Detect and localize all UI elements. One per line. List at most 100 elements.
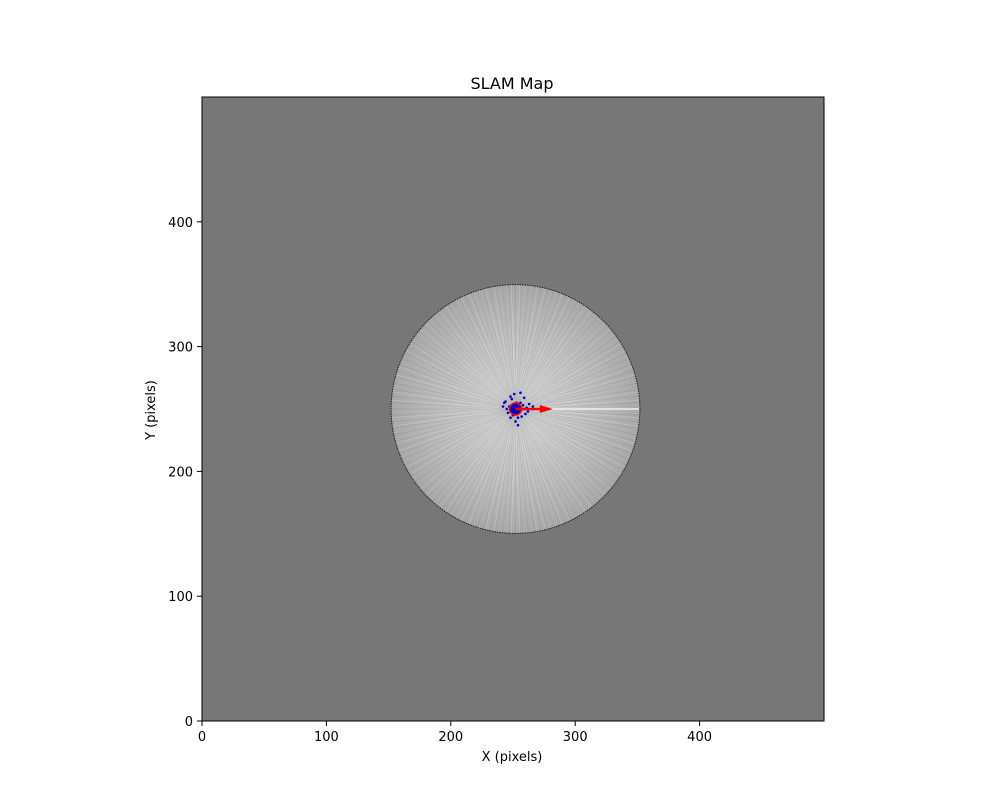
- particle: [501, 405, 505, 408]
- lidar-ray: [515, 408, 618, 481]
- lidar-ray: [515, 308, 589, 410]
- lidar-ray: [515, 408, 603, 499]
- lidar-ray: [411, 408, 516, 477]
- lidar-ray: [472, 292, 516, 410]
- lidar-ray: [515, 408, 640, 423]
- lidar-ray: [470, 408, 516, 526]
- lidar-ray: [515, 374, 636, 410]
- lidar-ray: [515, 352, 627, 410]
- lidar-ray: [417, 332, 516, 410]
- lidar-ray: [495, 286, 516, 410]
- lidar-ray: [515, 294, 565, 410]
- lidar-ray: [466, 294, 516, 410]
- lidar-ray: [515, 408, 611, 490]
- lidar-ray: [515, 288, 546, 410]
- robot-heading-arrow: [515, 405, 553, 413]
- lidar-ray: [515, 408, 609, 493]
- lidar-ray: [391, 408, 516, 416]
- lidar-ray: [407, 346, 516, 410]
- lidar-ray: [515, 286, 538, 410]
- lidar-ray: [515, 285, 527, 410]
- lidar-ray: [515, 295, 567, 410]
- particle: [516, 416, 520, 420]
- particle: [519, 391, 522, 395]
- lidar-ray: [504, 408, 516, 533]
- lidar-ray: [515, 408, 561, 526]
- lidar-ray: [515, 408, 540, 532]
- lidar-ray: [500, 408, 516, 533]
- lidar-ray: [445, 305, 516, 410]
- lidar-ray: [515, 304, 584, 410]
- lidar-ray: [411, 341, 516, 410]
- lidar-ray: [515, 408, 636, 444]
- lidar-ray: [515, 286, 536, 410]
- lidar-ray: [406, 348, 516, 410]
- lidar-ray: [443, 408, 516, 512]
- lidar-ray: [460, 297, 516, 410]
- lidar-ray: [401, 408, 516, 460]
- lidar-ray: [515, 312, 594, 410]
- lidar-ray: [513, 408, 516, 534]
- lidar-ray: [515, 356, 629, 410]
- lidar-ray: [515, 408, 630, 460]
- lidar-ray: [515, 408, 617, 483]
- lidar-ray: [414, 335, 516, 410]
- lidar-ray: [515, 301, 578, 410]
- lidar-ray: [508, 408, 516, 534]
- lidar-ray: [515, 302, 580, 410]
- lidar-ray: [391, 408, 516, 421]
- lidar-ray: [515, 346, 624, 410]
- lidar-ray: [513, 284, 516, 410]
- lidar-ray: [456, 299, 516, 410]
- lidar-ray: [391, 404, 516, 410]
- lidar-ray: [405, 408, 516, 468]
- lidar-ray: [515, 310, 593, 410]
- lidar-ray: [460, 408, 516, 521]
- y-axis-ticks: 0 100 200 300 400: [168, 216, 202, 730]
- lidar-ray: [515, 408, 639, 431]
- lidar-ray: [515, 330, 613, 410]
- lidar-ray: [515, 408, 586, 513]
- lidar-ray: [420, 408, 516, 490]
- lidar-ray: [515, 389, 639, 410]
- lidar-ray: [515, 385, 638, 410]
- lidar-ray: [430, 408, 516, 501]
- lidar-ray: [466, 408, 516, 524]
- lidar-ray: [515, 408, 634, 448]
- lidar-ray: [405, 350, 516, 410]
- lidar-ray: [391, 408, 516, 423]
- lidar-ray: [391, 408, 516, 418]
- lidar-ray: [515, 408, 536, 532]
- lidar-ray: [458, 408, 516, 520]
- lidar-ray: [515, 309, 591, 410]
- particle: [522, 396, 526, 400]
- lidar-ray: [515, 408, 635, 446]
- lidar-ray: [454, 408, 516, 518]
- lidar-ray: [391, 406, 516, 410]
- lidar-ray: [515, 339, 619, 410]
- lidar-ray: [515, 289, 551, 410]
- lidar-ray: [515, 408, 632, 454]
- lidar-ray: [443, 306, 516, 410]
- lidar-ray: [515, 408, 580, 516]
- lidar-ray: [425, 322, 516, 410]
- lidar-ray: [493, 286, 516, 410]
- particle: [516, 423, 520, 427]
- lidar-ray: [427, 408, 516, 498]
- particle: [505, 407, 509, 411]
- lidar-ray: [442, 408, 516, 510]
- lidar-ray: [421, 327, 516, 410]
- lidar-ray: [391, 408, 516, 425]
- lidar-ray: [515, 408, 521, 534]
- lidar-ray: [398, 408, 516, 452]
- particle: [509, 416, 512, 420]
- lidar-ray: [393, 408, 516, 436]
- lidar-ray: [515, 382, 638, 410]
- lidar-ray: [415, 333, 516, 410]
- lidar-ray: [515, 408, 527, 533]
- lidar-ray: [515, 408, 591, 509]
- lidar-ray: [515, 372, 635, 410]
- lidar-ray: [395, 376, 516, 410]
- lidar-ray: [437, 312, 516, 410]
- lidar-ray: [515, 408, 620, 477]
